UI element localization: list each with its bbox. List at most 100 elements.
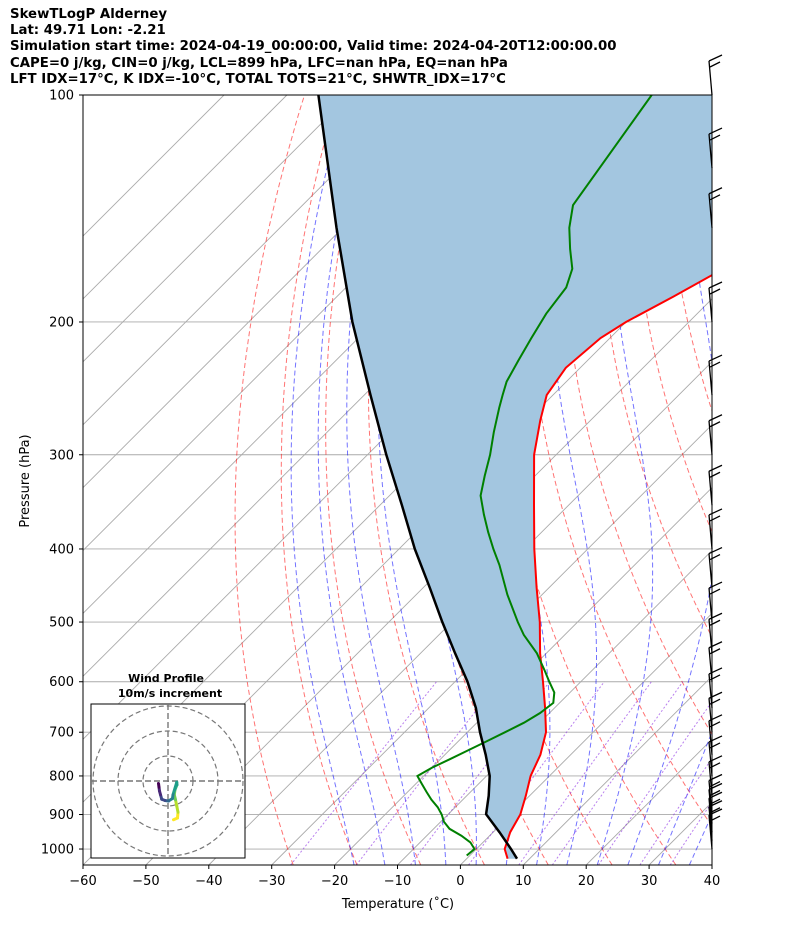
wind-barb [708, 546, 723, 588]
dry-adiabat-line [524, 95, 712, 828]
y-tick-label: 300 [49, 448, 74, 463]
isotherm-line [208, 361, 712, 865]
parcel-line [317, 95, 519, 860]
dry-adiabat-line [280, 95, 358, 865]
wind-barb [708, 464, 723, 506]
wind-barb-flag [708, 546, 723, 555]
y-tick-label: 800 [49, 769, 74, 784]
wind-barb-staff [708, 587, 713, 623]
isotherm-line [460, 612, 712, 865]
wind-barb-staff [708, 514, 713, 550]
dry-adiabat-line [325, 95, 422, 865]
wind-barb-flag [708, 187, 723, 195]
dry-adiabat-line [728, 95, 794, 865]
wind-barb-flag [709, 288, 721, 295]
x-tick-label: −30 [258, 874, 285, 889]
profile-lines [317, 95, 712, 860]
wind-barb-flag [709, 588, 721, 595]
moist-adiabat-line [290, 95, 355, 865]
wind-barb-staff [708, 761, 713, 796]
x-tick-label: 10 [515, 874, 532, 889]
y-tick-label: 400 [49, 542, 74, 557]
wind-barb-flag [709, 421, 721, 428]
x-tick-label: 20 [578, 874, 595, 889]
mixing-ratio-line [290, 681, 437, 865]
x-tick-label: −10 [384, 874, 411, 889]
wind-barb-staff [708, 741, 713, 777]
y-tick-label: 600 [49, 675, 74, 690]
wind-barb-staff [708, 287, 713, 323]
wind-barb-flag [709, 515, 721, 522]
x-tick-label: −40 [195, 874, 222, 889]
wind-barb-staff [708, 789, 713, 824]
wind-barb-flag [708, 508, 723, 516]
wind-barb-flag [709, 61, 721, 68]
wind-barb-flag [708, 54, 723, 62]
wind-barb [708, 54, 723, 96]
wind-barb-flag [708, 127, 723, 135]
title-times: Simulation start time: 2024-04-19_00:00:… [10, 39, 617, 55]
wind-barb-flag [709, 619, 721, 626]
wind-barb-flag [709, 553, 721, 561]
wind-barb-flag [709, 194, 721, 201]
chart-header: SkewTLogP Alderney Lat: 49.71 Lon: -2.21… [10, 7, 617, 88]
mixing-ratio-line [518, 681, 652, 865]
axis-ticks: −60 −50 −40 −30 −20 −10 0 10 20 30 40 1000 900 800 700… [41, 89, 720, 890]
wind-barb-flag [709, 471, 721, 478]
x-axis-label: Temperature (˚C) [341, 896, 454, 912]
moist-adiabat-line [720, 95, 794, 865]
hodograph-segment [157, 782, 161, 789]
wind-barb [708, 508, 723, 550]
y-tick-label: 100 [49, 89, 74, 104]
wind-barb-flag [708, 414, 723, 422]
wind-barb-staff [708, 134, 713, 169]
moist-adiabat-line [346, 95, 416, 865]
wind-barb-staff [708, 619, 713, 654]
moist-adiabat-line [545, 95, 597, 865]
moist-adiabat-line [658, 730, 712, 865]
wind-barb-staff [708, 60, 713, 96]
wind-barb-flag [708, 581, 723, 589]
wind-barb [708, 281, 723, 323]
isotherm-line [334, 486, 712, 865]
wind-barb-staff [708, 553, 713, 588]
cin-fill-area [318, 95, 712, 859]
wind-barb-staff [708, 806, 713, 841]
isotherm-line [522, 675, 712, 865]
x-tick-label: −60 [69, 874, 96, 889]
wind-barb-staff [708, 471, 713, 506]
wind-barb-staff [708, 360, 713, 396]
wind-barb [708, 414, 723, 455]
inset-title: Wind Profile [128, 672, 204, 685]
inset-content [91, 704, 245, 858]
moist-adiabat-line [627, 95, 712, 865]
x-tick-label: −50 [132, 874, 159, 889]
wind-barb-flag [709, 134, 721, 141]
title-location: Lat: 49.71 Lon: -2.21 [10, 23, 166, 39]
inset-subtitle: 10m/s increment [118, 687, 222, 700]
isotherm-line [83, 95, 351, 363]
wind-barb-flag [708, 464, 723, 472]
mixing-ratio-line [639, 757, 712, 865]
x-tick-label: 40 [704, 874, 721, 889]
wind-barb-staff [708, 193, 713, 228]
wind-barb-staff [708, 798, 713, 833]
hodograph-inset: Wind Profile 10m/s increment [90, 672, 246, 859]
wind-barb-flag [708, 791, 723, 799]
mixing-ratio-line [597, 700, 712, 865]
wind-barb [708, 187, 723, 228]
mixing-ratio-line [551, 681, 684, 865]
wind-barb [708, 612, 723, 654]
wind-barb-staff [708, 698, 713, 733]
wind-barb [708, 127, 723, 169]
hodograph-segment [171, 780, 179, 797]
wind-barb-staff [708, 420, 713, 455]
title-cape-indices: CAPE=0 j/kg, CIN=0 j/kg, LCL=899 hPa, LF… [10, 55, 508, 71]
isotherm-line [711, 864, 712, 865]
wind-barb [708, 354, 723, 396]
wind-barb-flag [708, 354, 723, 362]
isotherm-line [83, 95, 288, 300]
dewpoint-line [416, 95, 653, 857]
y-tick-label: 900 [49, 808, 74, 823]
